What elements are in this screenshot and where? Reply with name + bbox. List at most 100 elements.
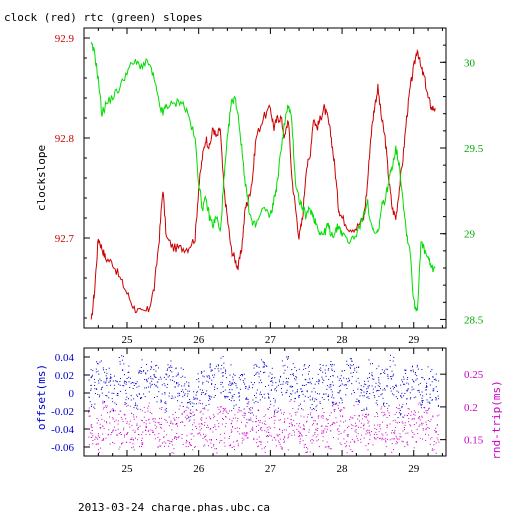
top-ytick-right-label: 30 — [464, 57, 476, 69]
offset-point — [89, 401, 91, 403]
offset-point — [90, 406, 92, 407]
offset-point — [367, 380, 369, 382]
offset-point — [138, 393, 140, 395]
rnd-trip-point — [236, 439, 238, 441]
offset-point — [193, 403, 195, 405]
rnd-trip-point — [332, 405, 334, 406]
offset-point — [190, 416, 192, 418]
offset-point — [429, 384, 431, 386]
offset-point — [325, 393, 327, 395]
rnd-trip-point — [175, 423, 177, 425]
offset-point — [396, 385, 397, 387]
rnd-trip-point — [265, 436, 267, 437]
offset-point — [277, 384, 279, 386]
offset-point — [328, 394, 330, 396]
offset-point — [94, 393, 96, 394]
offset-point — [354, 369, 356, 371]
offset-point — [353, 364, 354, 366]
offset-point — [435, 398, 437, 400]
rnd-trip-point — [360, 438, 362, 440]
offset-point — [122, 355, 124, 357]
rnd-trip-point — [358, 415, 360, 417]
rnd-trip-point — [360, 426, 362, 428]
offset-point — [419, 394, 421, 396]
offset-point — [257, 401, 259, 403]
offset-point — [120, 378, 121, 380]
rnd-trip-point — [168, 445, 170, 447]
rnd-trip-point — [162, 442, 163, 444]
rnd-trip-point — [289, 433, 291, 435]
rnd-trip-point — [337, 404, 339, 406]
rnd-trip-point — [131, 437, 133, 439]
rnd-trip-point — [395, 443, 397, 445]
rnd-trip-point — [312, 424, 313, 426]
rnd-trip-point — [167, 439, 169, 441]
offset-point — [155, 365, 157, 367]
offset-point — [224, 389, 226, 391]
rnd-trip-point — [193, 422, 195, 424]
rnd-trip-point — [176, 438, 177, 440]
rnd-trip-point — [332, 437, 334, 438]
rnd-trip-point — [375, 431, 377, 433]
rnd-trip-point — [361, 418, 363, 420]
rnd-trip-point — [189, 412, 191, 414]
offset-point — [123, 380, 125, 382]
rnd-trip-point — [88, 436, 90, 438]
rnd-trip-point — [435, 431, 437, 433]
rnd-trip-point — [290, 419, 292, 421]
rnd-trip-point — [352, 425, 354, 427]
offset-point — [411, 386, 413, 388]
rnd-trip-point — [94, 438, 96, 440]
offset-point — [398, 391, 400, 393]
offset-point — [367, 377, 369, 379]
offset-point — [164, 385, 166, 387]
offset-point — [258, 366, 260, 368]
rnd-trip-point — [404, 414, 406, 416]
rnd-trip-point — [288, 436, 290, 438]
offset-point — [366, 397, 368, 399]
offset-point — [387, 374, 389, 376]
offset-point — [95, 371, 97, 373]
rnd-trip-point — [363, 437, 365, 439]
offset-point — [366, 390, 368, 392]
rnd-trip-point — [174, 436, 176, 438]
rnd-trip-point — [342, 415, 344, 417]
offset-point — [112, 380, 114, 382]
offset-point — [234, 382, 235, 384]
offset-point — [338, 385, 340, 387]
offset-point — [285, 392, 287, 394]
rnd-trip-point — [408, 408, 410, 410]
offset-point — [313, 387, 315, 389]
rnd-trip-point — [373, 433, 375, 435]
rnd-trip-point — [211, 446, 213, 448]
offset-point — [97, 362, 99, 364]
rnd-trip-point — [307, 448, 309, 450]
rnd-trip-point — [367, 429, 369, 431]
rnd-trip-point — [380, 408, 382, 410]
offset-point — [341, 380, 342, 382]
offset-point — [276, 390, 277, 392]
rnd-trip-point — [216, 452, 218, 454]
rnd-trip-point — [88, 411, 90, 413]
rnd-trip-point — [128, 423, 130, 425]
offset-point — [183, 385, 185, 387]
rnd-trip-point — [402, 441, 404, 443]
rnd-trip-point — [222, 410, 224, 412]
rnd-trip-point — [302, 409, 304, 411]
offset-point — [260, 394, 262, 395]
offset-point — [301, 408, 302, 410]
offset-point — [429, 403, 431, 404]
rnd-trip-point — [274, 419, 276, 421]
offset-point — [394, 387, 395, 388]
offset-point — [309, 364, 310, 366]
offset-point — [140, 398, 141, 400]
offset-point — [406, 403, 407, 405]
offset-point — [357, 377, 359, 379]
rnd-trip-point — [258, 436, 260, 438]
offset-point — [173, 381, 175, 383]
rnd-trip-point — [314, 408, 316, 410]
offset-point — [340, 398, 342, 400]
offset-point — [276, 412, 278, 413]
offset-point — [329, 384, 331, 386]
rnd-trip-point — [192, 415, 194, 417]
